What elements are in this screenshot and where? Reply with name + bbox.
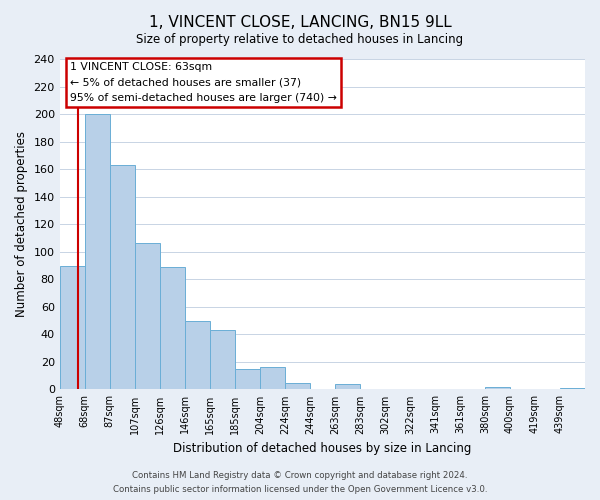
Text: 1, VINCENT CLOSE, LANCING, BN15 9LL: 1, VINCENT CLOSE, LANCING, BN15 9LL xyxy=(149,15,451,30)
Text: 1 VINCENT CLOSE: 63sqm
← 5% of detached houses are smaller (37)
95% of semi-deta: 1 VINCENT CLOSE: 63sqm ← 5% of detached … xyxy=(70,62,337,102)
Bar xyxy=(235,369,260,390)
Text: Contains HM Land Registry data © Crown copyright and database right 2024.
Contai: Contains HM Land Registry data © Crown c… xyxy=(113,472,487,494)
Bar xyxy=(85,114,110,390)
Bar xyxy=(160,267,185,390)
Bar xyxy=(285,382,310,390)
Bar xyxy=(135,244,160,390)
Bar xyxy=(185,320,210,390)
Bar xyxy=(210,330,235,390)
Bar xyxy=(110,165,135,390)
X-axis label: Distribution of detached houses by size in Lancing: Distribution of detached houses by size … xyxy=(173,442,472,455)
Bar xyxy=(59,266,85,390)
Y-axis label: Number of detached properties: Number of detached properties xyxy=(15,131,28,317)
Bar xyxy=(485,386,510,390)
Text: Size of property relative to detached houses in Lancing: Size of property relative to detached ho… xyxy=(136,32,464,46)
Bar xyxy=(560,388,585,390)
Bar xyxy=(335,384,360,390)
Bar xyxy=(260,368,285,390)
